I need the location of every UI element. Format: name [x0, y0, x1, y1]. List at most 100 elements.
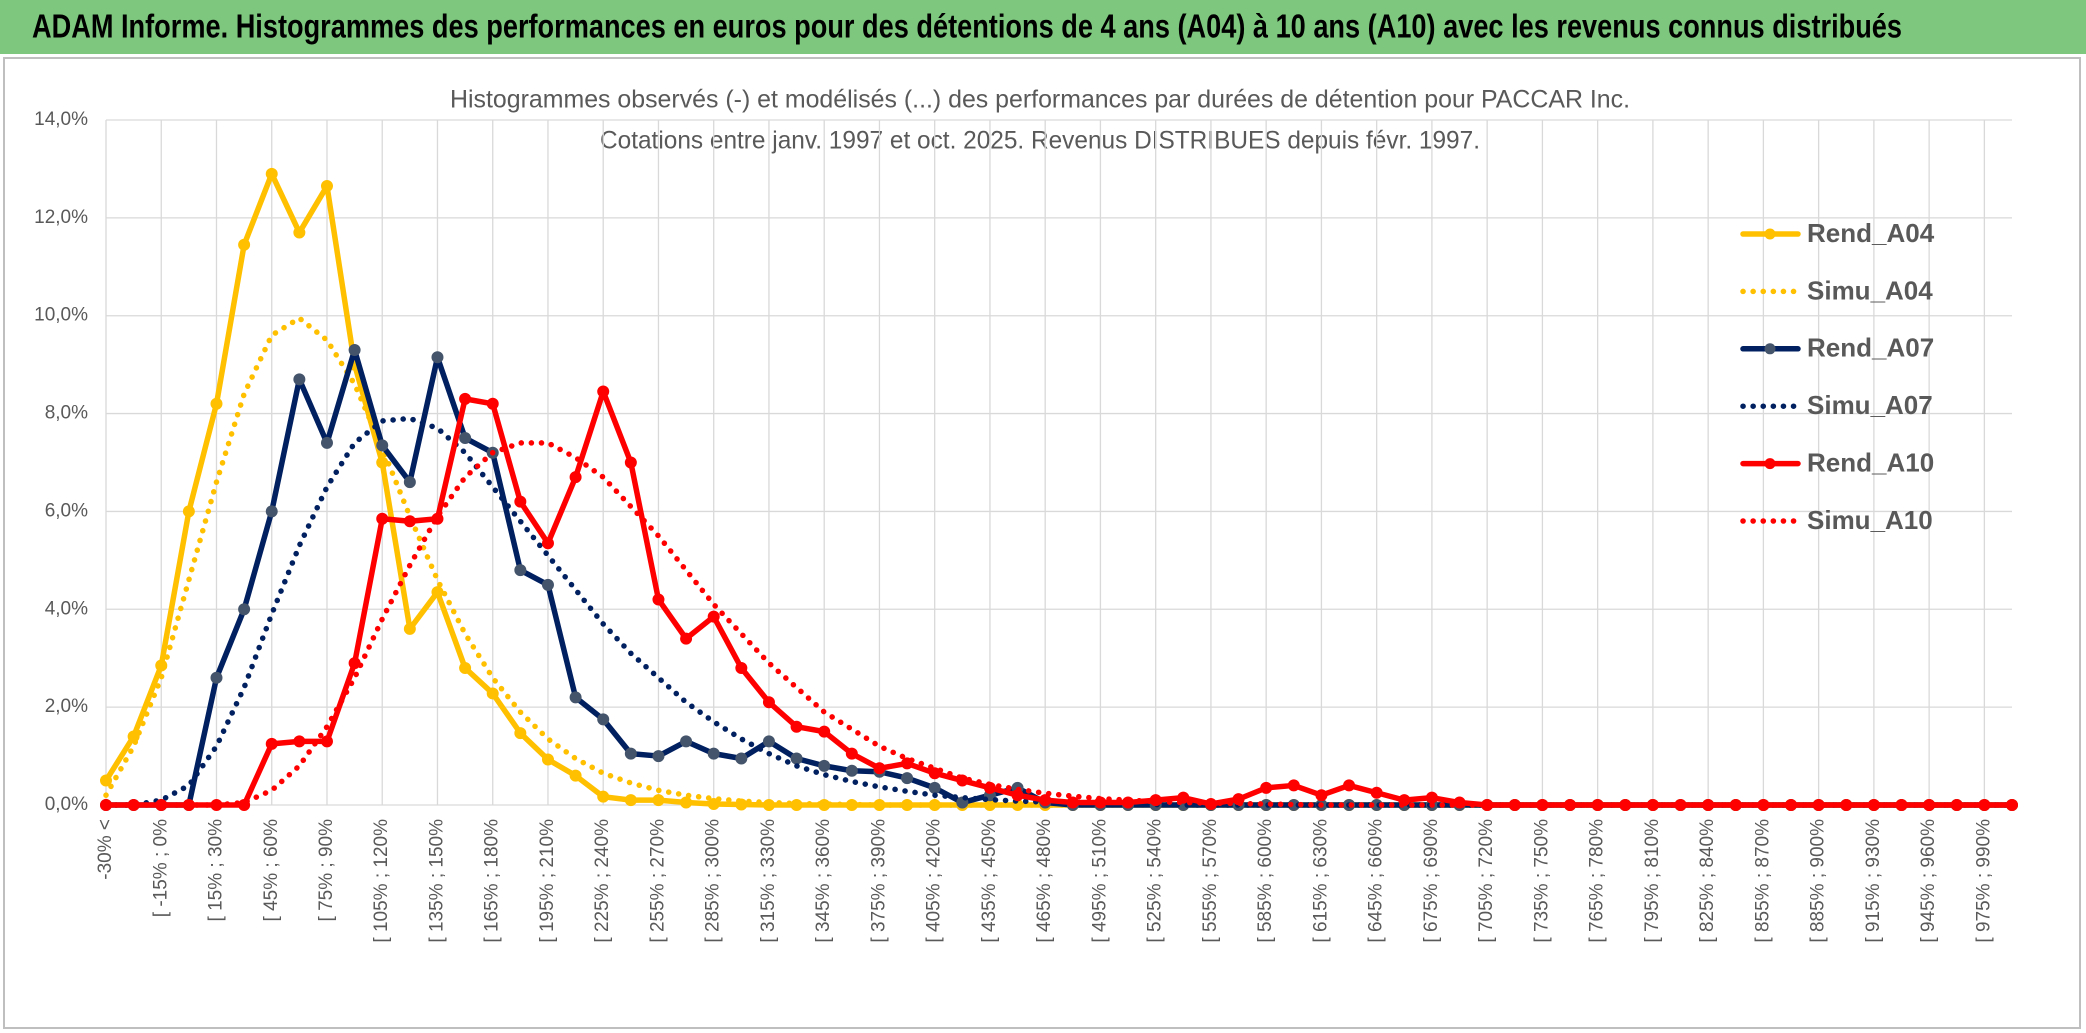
marker — [1260, 781, 1273, 794]
x-tick-label: [ 285% ; 300% — [703, 819, 724, 943]
marker — [514, 727, 527, 740]
marker — [818, 759, 831, 772]
x-tick-label: [ 375% ; 390% — [868, 819, 889, 943]
marker — [210, 671, 223, 684]
marker — [431, 351, 444, 364]
marker — [238, 238, 251, 251]
marker — [624, 794, 637, 807]
legend-label: Rend_A04 — [1807, 218, 1935, 248]
marker — [514, 564, 527, 577]
y-tick-label: 2,0% — [45, 696, 88, 717]
marker — [210, 397, 223, 410]
marker — [541, 753, 554, 766]
legend-marker — [1764, 228, 1776, 240]
x-tick-label: [ 525% ; 540% — [1145, 819, 1166, 943]
x-tick-label: [ 465% ; 480% — [1034, 819, 1055, 943]
marker — [514, 495, 527, 508]
marker — [735, 662, 748, 674]
x-tick-label: [ 675% ; 690% — [1421, 819, 1442, 943]
x-tick-label: [ 435% ; 450% — [979, 819, 1000, 943]
x-tick-label: [ 405% ; 420% — [924, 819, 945, 943]
x-tick-label: [ 945% ; 960% — [1918, 819, 1939, 943]
x-tick-label: [ 825% ; 840% — [1697, 819, 1718, 943]
x-tick-label: [ 915% ; 930% — [1863, 819, 1884, 943]
marker — [320, 436, 333, 449]
marker — [845, 747, 858, 760]
chart-title: Histogrammes observés (-) et modélisés (… — [450, 86, 1630, 114]
chart-subtitle: Cotations entre janv. 1997 et oct. 2025.… — [600, 127, 1480, 155]
marker — [1425, 791, 1438, 804]
marker — [459, 432, 472, 445]
x-tick-label: [ 555% ; 570% — [1200, 819, 1221, 943]
legend-label: Rend_A10 — [1807, 447, 1934, 477]
model-line — [103, 315, 2015, 808]
x-tick-label: -30% < — [95, 819, 116, 880]
x-tick-label: [ 765% ; 780% — [1587, 819, 1608, 943]
y-tick-label: 4,0% — [45, 598, 88, 619]
x-tick-label: [ 45% ; 60% — [261, 819, 282, 922]
marker — [707, 747, 720, 760]
x-tick-label: [ 195% ; 210% — [537, 819, 558, 943]
x-tick-label: [ 165% ; 180% — [482, 819, 503, 943]
x-tick-label: [ 885% ; 900% — [1808, 819, 1829, 943]
marker — [403, 515, 416, 528]
y-tick-label: 10,0% — [34, 305, 88, 326]
x-tick-label: [ 585% ; 600% — [1255, 819, 1276, 943]
marker — [652, 750, 665, 763]
marker — [486, 687, 499, 700]
marker — [459, 392, 472, 405]
marker — [624, 747, 637, 760]
marker — [707, 798, 720, 811]
x-tick-label: [ -15% ; 0% — [150, 819, 171, 917]
marker — [1066, 796, 1079, 809]
marker — [818, 725, 831, 738]
x-tick-label: [ 735% ; 750% — [1531, 819, 1552, 943]
marker — [348, 343, 361, 356]
marker — [320, 735, 333, 748]
marker — [293, 226, 306, 239]
marker — [1315, 789, 1328, 802]
marker — [1287, 779, 1300, 792]
x-tick-label: [ 75% ; 90% — [316, 819, 337, 922]
y-tick-label: 6,0% — [45, 500, 88, 521]
marker — [293, 735, 306, 748]
y-tick-label: 0,0% — [45, 794, 88, 815]
marker — [569, 471, 582, 484]
marker — [293, 373, 306, 386]
marker — [265, 167, 278, 180]
marker — [624, 456, 637, 469]
x-tick-label: [ 645% ; 660% — [1366, 819, 1387, 943]
marker — [652, 593, 665, 606]
marker — [652, 794, 665, 807]
marker — [680, 632, 693, 645]
marker — [597, 790, 610, 803]
legend-label: Rend_A07 — [1807, 333, 1934, 363]
legend-label: Simu_A07 — [1807, 390, 1933, 420]
marker — [569, 769, 582, 782]
header-title: ADAM Informe. Histogrammes des performan… — [32, 8, 1902, 45]
header-band — [0, 0, 2086, 54]
marker — [680, 735, 693, 748]
marker — [790, 720, 803, 733]
y-tick-label: 12,0% — [34, 207, 88, 228]
marker — [762, 696, 775, 709]
legend-label: Simu_A10 — [1807, 505, 1933, 535]
marker — [238, 603, 251, 616]
marker — [376, 512, 389, 525]
x-tick-label: [ 225% ; 240% — [592, 819, 613, 943]
marker — [928, 781, 941, 794]
y-tick-label: 14,0% — [34, 109, 88, 130]
marker — [486, 397, 499, 410]
x-tick-label: [ 105% ; 120% — [371, 819, 392, 943]
chart-frame — [3, 57, 2081, 1029]
x-tick-label: [ 975% ; 990% — [1973, 819, 1994, 943]
marker — [541, 578, 554, 591]
legend-label: Simu_A04 — [1807, 275, 1933, 305]
legend-marker — [1764, 458, 1776, 470]
x-tick-label: [ 345% ; 360% — [813, 819, 834, 943]
marker — [1343, 779, 1356, 792]
marker — [928, 767, 941, 780]
x-tick-label: [ 315% ; 330% — [758, 819, 779, 943]
marker — [182, 505, 195, 518]
